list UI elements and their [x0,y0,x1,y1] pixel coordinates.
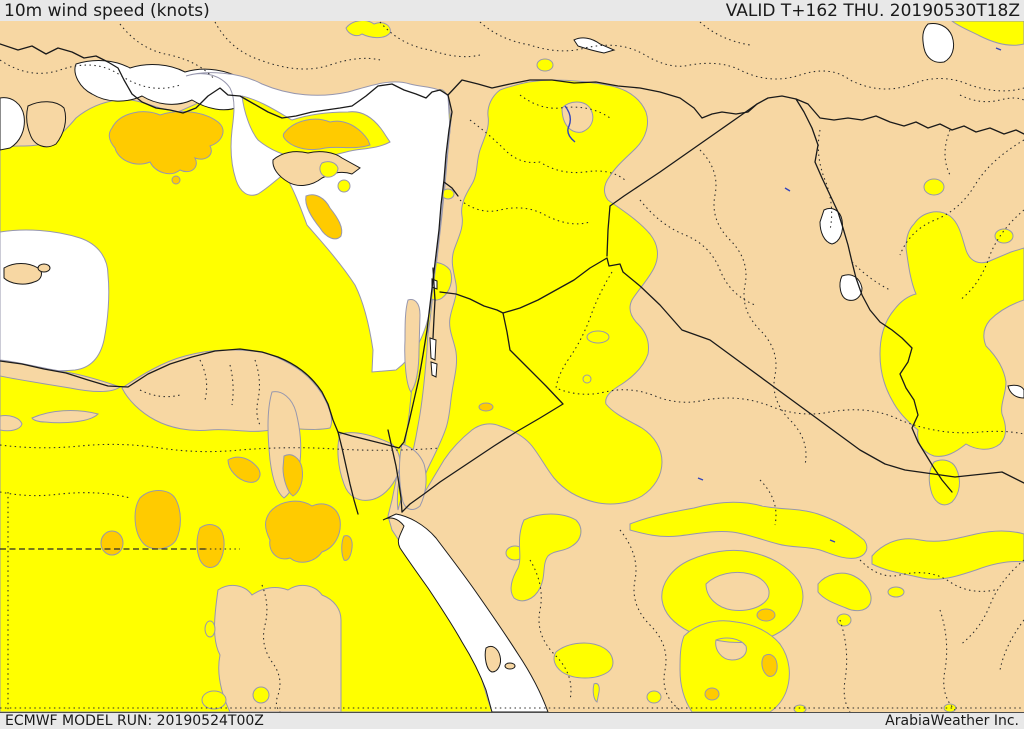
map-title: 10m wind speed (knots) [4,0,210,21]
iraq-iran-border [795,98,953,493]
wind-contours-high [100,111,778,701]
syria-iraq-border [606,103,758,257]
cyprus-island [272,151,361,186]
river-marks [564,47,1002,543]
upper-egypt-land [214,584,342,712]
valid-time-label: VALID T+162 THU. 20190530T18Z [725,0,1020,21]
header-bar: 10m wind speed (knots) VALID T+162 THU. … [0,0,1024,21]
east-sinai [399,443,427,510]
central-med-calm [0,229,110,373]
lake-urmia [922,23,955,63]
orange-egypt-east [265,500,341,563]
orange-ne-cyprus [282,118,371,151]
lebanon-border [443,181,459,197]
nile-river-dotted [261,584,281,712]
orange-south-cyprus [305,194,343,240]
suez-line [337,431,359,515]
orange-egypt-main [134,490,181,550]
cyprus-group [272,151,361,193]
jordan-iraq-saudi-borders [439,257,1024,484]
model-run-label: ECMWF MODEL RUN: 20190524T00Z [5,713,264,729]
brand-label: ArabiaWeather Inc. [885,713,1019,729]
judea-strip [404,299,421,393]
coastline-main [0,43,453,449]
lake-ataturk [573,37,616,54]
wind-speed-map [0,21,1024,712]
dead-sea [429,337,438,378]
admin-borders [0,21,1024,712]
crete-island [3,263,42,285]
red-sea-island [484,645,501,673]
jordan-saudi-border [401,312,564,513]
country-borders [0,43,1024,515]
egypt-israel-border [387,429,403,513]
footer-bar: ECMWF MODEL RUN: 20190524T00Z ArabiaWeat… [0,712,1024,729]
jordan-river [432,267,436,339]
aegean-white-patch [0,97,25,151]
lake-tharthar [819,207,843,245]
map-canvas [0,21,1024,712]
aegean-island [26,101,67,148]
red-sea [382,513,549,712]
turkey-south-border [447,79,1024,135]
